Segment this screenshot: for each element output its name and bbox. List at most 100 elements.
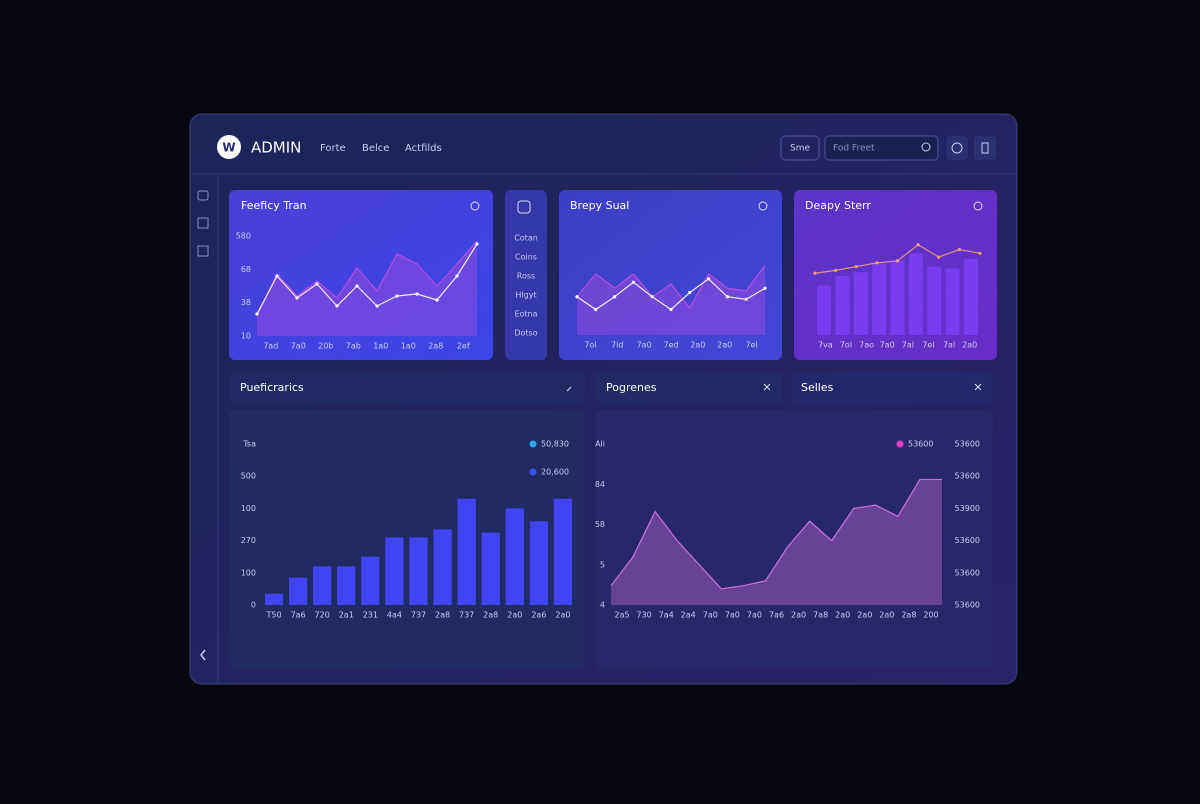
- point: [854, 265, 858, 269]
- line: [576, 264, 766, 309]
- bar: [337, 566, 356, 605]
- point: [707, 277, 711, 281]
- card-title: Deapy Sterr: [805, 199, 871, 212]
- search-box[interactable]: [824, 135, 939, 161]
- menu-item[interactable]: Eotna: [514, 310, 537, 319]
- close-icon[interactable]: [974, 383, 982, 391]
- bar: [505, 508, 524, 605]
- logo-text: W: [222, 141, 235, 155]
- bar: [835, 276, 850, 335]
- point: [763, 286, 767, 290]
- x-tick-label: T50: [265, 611, 281, 620]
- bar: [288, 577, 308, 605]
- sidebar-icon[interactable]: [197, 245, 209, 257]
- nav-item[interactable]: Forte: [320, 143, 346, 154]
- point: [575, 295, 579, 299]
- card-title: Feeficy Tran: [241, 199, 307, 212]
- x-tick-label: 2a0: [857, 611, 872, 620]
- x-tick-label: 7va: [818, 341, 833, 350]
- x-tick-label: 7a0: [291, 342, 306, 351]
- point: [613, 295, 617, 299]
- card-title: Brepy Sual: [570, 199, 629, 212]
- icon-button[interactable]: [974, 136, 996, 160]
- icon-button[interactable]: [946, 136, 968, 160]
- x-tick-label: 737: [459, 611, 474, 620]
- legend-swatch: [529, 468, 537, 476]
- bar: [963, 259, 978, 335]
- menu-card: [505, 190, 547, 360]
- legend-label: 20,600: [541, 468, 569, 477]
- panel-title: Pogrenes: [606, 381, 657, 394]
- collapse-arrow[interactable]: [200, 649, 206, 661]
- x-tick-label: 7ol: [840, 341, 852, 350]
- legend-label: 53600: [908, 440, 933, 449]
- sidebar-icon[interactable]: [197, 190, 209, 201]
- y-tick-label: 100: [241, 568, 256, 577]
- menu-item[interactable]: Coins: [515, 253, 537, 262]
- x-tick-label: 737: [411, 611, 426, 620]
- x-tick-label: 7a0: [747, 611, 762, 620]
- x-tick-label: 7ab: [346, 342, 361, 351]
- y-tick-label: Ali: [595, 440, 605, 449]
- x-tick-label: 7el: [922, 341, 934, 350]
- point: [275, 274, 279, 278]
- y-tick-label: 38: [241, 298, 251, 307]
- button[interactable]: [780, 135, 820, 161]
- x-tick-label: 200: [923, 611, 938, 620]
- x-tick-label: 2a1: [339, 611, 354, 620]
- y2-tick-label: 53600: [955, 568, 980, 577]
- bar: [409, 537, 428, 605]
- x-tick-label: 7ed: [663, 341, 678, 350]
- card-icon[interactable]: [758, 201, 768, 211]
- expand-icon[interactable]: [566, 386, 572, 392]
- menu-icon: [517, 200, 531, 214]
- line: [610, 478, 942, 590]
- y2-tick-label: 53600: [955, 472, 980, 481]
- x-tick-label: 7ad: [263, 342, 278, 351]
- menu-item[interactable]: Hlgyt: [515, 291, 536, 300]
- x-tick-label: 231: [363, 611, 378, 620]
- panel-header: [229, 373, 585, 403]
- y2-tick-label: 53900: [955, 504, 980, 513]
- close-icon[interactable]: [763, 383, 771, 391]
- card: [559, 190, 782, 360]
- sidebar-icon[interactable]: [197, 217, 209, 229]
- point: [335, 304, 339, 308]
- icon: [981, 142, 989, 154]
- x-tick-label: 2a0: [507, 611, 522, 620]
- x-tick-label: 2a0: [690, 341, 705, 350]
- x-tick-label: 2a0: [717, 341, 732, 350]
- area: [257, 241, 477, 336]
- y-tick-label: 5: [600, 560, 605, 569]
- brand: ADMIN: [251, 139, 301, 157]
- point: [594, 307, 598, 312]
- point: [688, 290, 692, 295]
- bar: [817, 285, 832, 335]
- y2-tick-label: 53600: [955, 536, 980, 545]
- point: [455, 274, 459, 278]
- logo[interactable]: [217, 135, 241, 159]
- x-tick-label: 730: [636, 611, 651, 620]
- point: [435, 298, 439, 302]
- x-tick-label: 7a6: [291, 611, 306, 620]
- point: [375, 304, 379, 308]
- x-tick-label: 2a0: [791, 611, 806, 620]
- point: [650, 295, 654, 299]
- card-icon[interactable]: [973, 201, 983, 211]
- card-icon[interactable]: [470, 201, 480, 211]
- bar: [872, 262, 887, 335]
- area: [611, 479, 942, 605]
- menu-item[interactable]: Cotan: [514, 234, 538, 243]
- menu-item[interactable]: Ross: [517, 272, 535, 281]
- line: [256, 240, 478, 317]
- bar: [264, 593, 284, 605]
- x-tick-label: 7a0: [637, 341, 652, 350]
- menu-item[interactable]: Dotso: [514, 329, 537, 338]
- x-tick-label: 2a8: [901, 611, 916, 620]
- point: [895, 259, 900, 263]
- x-tick-label: 2a5: [614, 611, 629, 620]
- nav-item[interactable]: Belce: [362, 143, 389, 154]
- x-tick-label: 2a4: [681, 611, 696, 620]
- nav-item[interactable]: Actfilds: [405, 143, 442, 154]
- x-tick-label: 4a4: [387, 611, 402, 620]
